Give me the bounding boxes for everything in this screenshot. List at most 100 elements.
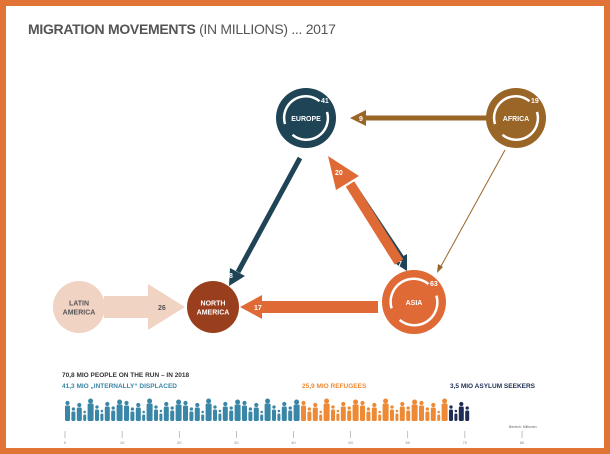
cycle-arrow-icon	[282, 94, 321, 125]
person-figure	[347, 406, 352, 421]
person-figure	[111, 406, 116, 421]
person-figure	[319, 410, 323, 421]
region-africa: 19 AFRICA	[486, 88, 546, 148]
person-figure	[71, 407, 76, 421]
region-asia: 63 ASIA	[382, 270, 446, 334]
person-figure	[419, 400, 424, 421]
person-figure	[366, 407, 371, 421]
title-bold: MIGRATION MOVEMENTS	[28, 21, 196, 37]
person-figure	[411, 399, 418, 421]
region-label: EUROPE	[291, 116, 321, 123]
region-label: AFRICA	[503, 116, 529, 123]
person-figure	[336, 409, 340, 421]
person-figure	[95, 405, 99, 421]
axis-tick-label: 70	[463, 440, 468, 445]
region-circle	[187, 281, 239, 333]
person-figure	[205, 398, 212, 421]
person-figure	[465, 406, 470, 421]
region-label: NORTH	[201, 301, 226, 308]
flow-label: 8	[229, 273, 233, 280]
region-value: 63	[430, 281, 438, 288]
region-europe: 41 EUROPE	[276, 88, 336, 148]
region-north-america: NORTH AMERICA	[187, 281, 239, 333]
flow-africa-europe: 9	[350, 110, 488, 126]
cycle-arrow-icon	[389, 277, 430, 309]
axis-tick-label: 0	[64, 440, 67, 445]
person-figure	[406, 406, 411, 421]
axis-tick-label: 40	[291, 440, 296, 445]
asylum-label: 3,5 MIO ASYLUM SEEKERS	[450, 383, 536, 390]
person-figure	[146, 398, 153, 421]
region-label: LATIN	[69, 301, 89, 308]
person-figure	[87, 398, 94, 421]
person-figure	[130, 407, 135, 421]
flow-label: 20	[335, 170, 343, 177]
cycle-arrow-icon	[501, 111, 540, 142]
region-value: 41	[321, 98, 329, 105]
person-figure	[395, 409, 399, 421]
person-figure	[430, 402, 436, 421]
person-figure	[323, 398, 330, 421]
flow-asia-north-america: 17	[240, 295, 378, 319]
person-figure	[454, 409, 458, 421]
flow-europe-north-america: 8	[229, 156, 303, 286]
person-figure	[65, 400, 70, 421]
axis-tick-label: 60	[406, 440, 411, 445]
person-figure	[104, 401, 110, 421]
person-figure	[135, 402, 141, 421]
person-figure	[253, 402, 259, 421]
person-figure	[458, 401, 464, 421]
person-figure	[201, 410, 205, 421]
person-figure	[213, 405, 217, 421]
person-figure	[124, 400, 129, 421]
person-figure	[264, 398, 271, 421]
person-figure	[163, 401, 169, 421]
person-figure	[425, 407, 430, 421]
internally-label: 41,3 MIO „INTERNALLY“ DISPLACED	[62, 383, 177, 390]
region-latin-america: LATIN AMERICA	[53, 281, 105, 333]
person-figure	[449, 405, 453, 421]
person-figure	[281, 401, 287, 421]
refugees-label: 25,9 MIO REFUGEES	[302, 383, 367, 390]
region-label: AMERICA	[63, 310, 96, 317]
region-circle	[53, 281, 105, 333]
person-figure	[194, 402, 200, 421]
flow-asia-europe: 20	[328, 156, 404, 265]
axis-tick-label: 20	[177, 440, 182, 445]
person-figure	[76, 402, 82, 421]
person-figure	[248, 407, 253, 421]
person-figure	[272, 405, 276, 421]
person-figure	[378, 410, 382, 421]
flow-africa-asia	[437, 149, 506, 273]
person-figure	[307, 407, 312, 421]
person-figure	[352, 399, 359, 421]
person-figure	[390, 405, 394, 421]
person-figure	[189, 407, 194, 421]
person-figure	[142, 410, 146, 421]
person-figure	[360, 400, 365, 421]
flow-label: 7	[398, 261, 402, 268]
person-figure	[260, 410, 264, 421]
person-figure	[183, 400, 188, 421]
cycle-arrow-icon	[492, 94, 531, 125]
person-figure	[175, 399, 182, 421]
person-figure	[312, 402, 318, 421]
axis-tick-label: 50	[348, 440, 353, 445]
axis-note: Bereich: Millionen	[509, 425, 537, 429]
person-figure	[437, 410, 441, 421]
person-figure	[159, 409, 163, 421]
flow-label: 9	[359, 116, 363, 123]
flow-latin-america-north-america: 26	[104, 284, 185, 330]
person-figure	[301, 400, 306, 421]
axis-tick-label: 30	[234, 440, 239, 445]
person-figure	[293, 399, 300, 421]
headline: 70,8 MIO PEOPLE ON THE RUN – IN 2018	[62, 372, 190, 379]
axis-tick-label: 10	[120, 440, 125, 445]
person-figure	[277, 409, 281, 421]
title-rest: (IN MILLIONS) ... 2017	[195, 21, 336, 37]
flow-label: 17	[254, 305, 262, 312]
flow-label: 26	[158, 305, 166, 312]
person-figure	[382, 398, 389, 421]
person-figure	[218, 409, 222, 421]
cycle-arrow-icon	[398, 295, 439, 327]
